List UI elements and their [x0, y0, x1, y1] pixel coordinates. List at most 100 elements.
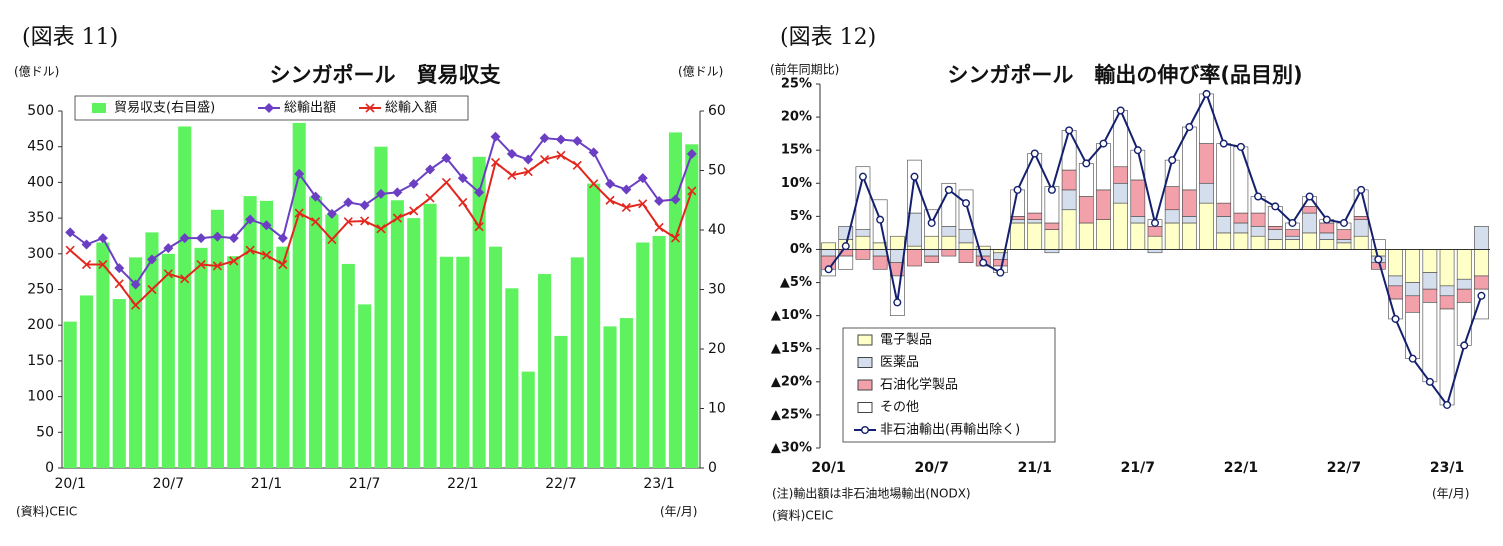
point	[638, 199, 648, 209]
y-tick-label: 250	[27, 282, 54, 298]
point	[555, 134, 566, 145]
bar	[309, 196, 323, 468]
bar	[958, 249, 974, 263]
bar	[855, 229, 871, 237]
y-tick-label: 25%	[781, 77, 812, 92]
bar	[1267, 229, 1283, 240]
bar	[178, 126, 192, 468]
bar	[1199, 143, 1214, 184]
bar	[390, 200, 404, 468]
y-tick-label: 0	[45, 460, 54, 476]
point	[228, 233, 239, 244]
point	[441, 153, 452, 164]
point	[979, 258, 988, 267]
y-tick-label: 15%	[781, 143, 812, 158]
point	[163, 269, 173, 279]
bar	[941, 235, 957, 250]
bar	[407, 218, 421, 468]
point	[65, 227, 76, 238]
point	[196, 259, 206, 270]
y-tick-label: 20%	[781, 110, 812, 125]
y-tick-label: 0%	[790, 242, 812, 257]
point	[343, 197, 354, 208]
bar	[1061, 189, 1077, 211]
point	[310, 191, 321, 202]
legend-label: 総輸入額	[385, 101, 437, 116]
bar	[210, 209, 224, 468]
point	[540, 154, 550, 165]
bar	[1285, 235, 1300, 240]
bar	[872, 249, 888, 257]
point	[196, 233, 207, 244]
point	[1374, 255, 1383, 264]
bar	[924, 255, 940, 263]
bar	[358, 304, 372, 468]
bar	[1285, 229, 1300, 237]
bar	[1164, 186, 1180, 211]
bar	[1130, 149, 1146, 181]
y-tick-label: ▲15%	[771, 341, 812, 356]
legend-label: 総輸出額	[284, 101, 336, 116]
bar	[907, 249, 922, 267]
legend-label: その他	[880, 400, 919, 415]
bar	[1027, 212, 1043, 220]
y2-unit: (億ドル)	[678, 65, 723, 79]
point	[670, 194, 681, 205]
bar	[1439, 249, 1455, 287]
point	[1477, 291, 1486, 300]
bar	[855, 166, 871, 230]
point	[277, 233, 288, 244]
bar	[975, 249, 991, 257]
bar	[1405, 282, 1421, 297]
point	[1219, 139, 1228, 148]
bar	[161, 253, 175, 468]
point	[114, 263, 125, 274]
bar	[1182, 222, 1197, 250]
bar	[838, 255, 854, 270]
bar	[1233, 222, 1249, 234]
x-tick-label: 22/1	[447, 476, 478, 492]
point	[425, 164, 436, 175]
bar	[1044, 229, 1060, 250]
point	[1443, 400, 1452, 409]
point	[506, 148, 517, 159]
bar	[924, 235, 940, 250]
bar	[1233, 146, 1249, 214]
legend-label: 非石油輸出(再輸出除く)	[880, 423, 1020, 438]
point	[927, 218, 936, 227]
bar	[1061, 169, 1077, 191]
bar	[521, 371, 535, 468]
point	[65, 245, 75, 255]
point	[1357, 185, 1366, 194]
y-tick-label: 450	[27, 139, 54, 155]
bar	[1285, 239, 1300, 250]
point	[507, 170, 517, 180]
point	[294, 168, 305, 179]
point	[670, 233, 681, 243]
x-tick-label: 21/1	[251, 476, 282, 492]
bar	[668, 132, 683, 469]
bar	[685, 144, 699, 468]
y2-tick-label: 40	[708, 222, 726, 238]
y2-tick-label: 10	[708, 401, 726, 417]
legend-swatch	[92, 103, 106, 113]
bar	[570, 257, 584, 468]
bar	[538, 274, 552, 468]
y-tick-label: 50	[36, 424, 54, 440]
x-tick-label: 20/1	[811, 460, 845, 476]
y-tick-label: 400	[27, 174, 54, 190]
point	[1322, 215, 1331, 224]
legend-marker	[365, 103, 375, 113]
point	[1082, 159, 1091, 168]
bar	[1113, 202, 1128, 250]
bar	[276, 246, 290, 468]
y-unit: (前年同期比)	[770, 62, 839, 77]
point	[621, 202, 631, 212]
bar	[1164, 209, 1180, 224]
bar	[1456, 288, 1472, 303]
y-tick-label: ▲10%	[771, 308, 812, 323]
point	[1425, 377, 1434, 386]
bar	[907, 159, 922, 214]
x-unit: (年/月)	[1432, 487, 1469, 501]
